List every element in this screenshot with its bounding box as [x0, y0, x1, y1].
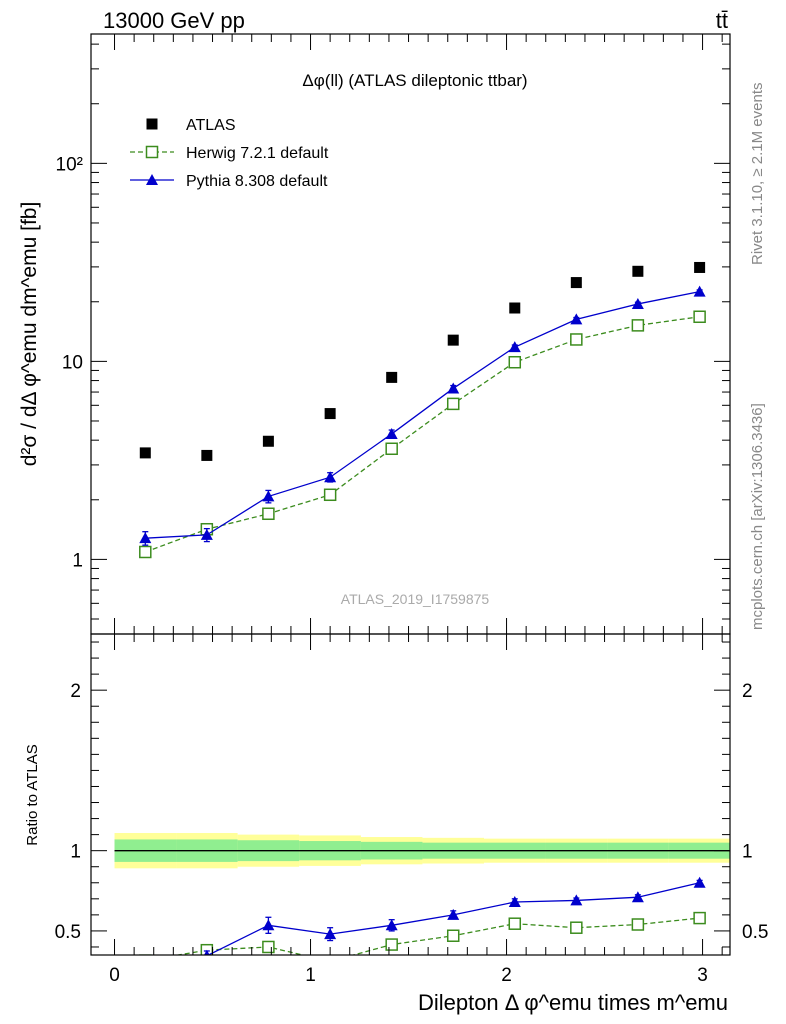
main-plot-content — [139, 261, 706, 559]
herwig-ratio-point — [693, 911, 706, 925]
legend-label: ATLAS — [186, 117, 236, 134]
ratio-panel: 0 1 2 3 0.5 0.5 1 1 2 2 Ratio to ATLAS Dilepton Δ… — [24, 633, 768, 1015]
ratio-y-axis-label: Ratio to ATLAS — [24, 744, 41, 845]
atlas-main-point — [386, 371, 398, 383]
ratio-y-tick-label-right: 2 — [742, 681, 753, 702]
ratio-frame — [90, 633, 731, 956]
ratio-y-tick-label-left: 0.5 — [55, 922, 81, 943]
pythia-main-point — [570, 313, 583, 325]
herwig-main-point — [323, 488, 337, 502]
mcplots-side-text: mcplots.cern.ch [arXiv:1306.3436] — [749, 403, 766, 630]
pythia-ratio-point — [262, 919, 275, 931]
main-panel: 1 10 10² Δφ(ll) (ATLAS dileptonic ttbar) A… — [18, 33, 731, 635]
pythia-ratio-point — [631, 891, 644, 903]
x-tick-label: 2 — [501, 965, 512, 986]
legend-label: Pythia 8.308 default — [186, 173, 328, 190]
herwig-main-line — [145, 316, 700, 553]
herwig-ratio-point — [508, 917, 522, 930]
ratio-axis-ticks: 0 1 2 3 0.5 0.5 1 1 2 2 — [55, 634, 768, 986]
analysis-watermark: ATLAS_2019_I1759875 — [341, 591, 490, 607]
legend-marker — [146, 174, 158, 185]
herwig-ratio-point — [570, 921, 583, 934]
ratio-y-tick-label-right: 1 — [742, 842, 753, 863]
legend-marker — [146, 118, 158, 130]
header-right-label: tt̄ — [716, 8, 728, 33]
atlas-main-point — [694, 261, 706, 273]
main-y-tick-label: 1 — [72, 550, 83, 571]
herwig-ratio-point — [385, 938, 398, 951]
herwig-ratio-point — [262, 940, 275, 954]
pythia-main-point — [262, 490, 275, 502]
pythia-main-line — [145, 290, 700, 539]
herwig-main-point — [631, 319, 645, 332]
legend-marker — [145, 145, 159, 159]
atlas-main-point — [447, 334, 459, 346]
pythia-ratio-point — [324, 928, 337, 940]
pythia-ratio-point — [385, 919, 398, 931]
herwig-main-point — [262, 507, 275, 521]
herwig-main-point — [693, 310, 706, 324]
herwig-ratio-point — [325, 956, 336, 967]
x-tick-label: 3 — [697, 965, 708, 986]
herwig-main-point — [508, 355, 522, 369]
pythia-main-point — [631, 297, 644, 309]
main-axis-ticks: 1 10 10² — [56, 34, 730, 634]
x-tick-label: 1 — [305, 965, 316, 986]
ratio-y-tick-label-right: 0.5 — [742, 922, 768, 943]
pythia-ratio-point — [204, 949, 210, 955]
atlas-main-point — [324, 408, 336, 420]
legend: ATLAS Herwig 7.2.1 default Pythia 8.308 de… — [130, 117, 329, 190]
pythia-main-point — [385, 427, 398, 439]
atlas-main-point — [570, 277, 582, 289]
herwig-ratio-point — [631, 918, 645, 931]
pythia-main-point — [508, 341, 521, 353]
herwig-main-point — [139, 545, 152, 559]
atlas-main-point — [139, 447, 151, 459]
rivet-side-text: Rivet 3.1.10, ≥ 2.1M events — [749, 83, 766, 266]
pythia-ratio-point — [693, 876, 706, 888]
atlas-main-point — [262, 435, 274, 447]
atlas-main-point — [509, 302, 521, 314]
pythia-main-point — [447, 382, 460, 394]
atlas-main-point — [632, 265, 644, 277]
herwig-main-point — [570, 333, 583, 346]
main-y-axis-label: d²σ / dΔ φ^emu dm^emu [fb] — [18, 202, 41, 467]
pythia-main-point — [139, 532, 152, 544]
pythia-ratio-point — [139, 965, 151, 976]
plot-title: Δφ(ll) (ATLAS dileptonic ttbar) — [302, 71, 527, 90]
legend-label: Herwig 7.2.1 default — [186, 145, 329, 162]
header-left-label: 13000 GeV pp — [103, 8, 245, 33]
pythia-ratio-point — [508, 896, 521, 908]
pythia-main-point — [693, 285, 706, 297]
x-axis-label: Dilepton Δ φ^emu times m^emu — [418, 990, 728, 1015]
pythia-ratio-point — [570, 894, 583, 906]
ratio-y-tick-label-left: 2 — [70, 681, 81, 702]
x-tick-label: 0 — [109, 965, 120, 986]
pythia-ratio-line — [206, 882, 700, 955]
herwig-ratio-point — [139, 954, 152, 955]
herwig-ratio-point — [446, 929, 460, 942]
herwig-ratio-line — [174, 917, 700, 955]
ratio-y-tick-label-left: 1 — [70, 842, 81, 863]
pythia-main-point — [200, 528, 213, 540]
herwig-main-point — [385, 442, 398, 456]
pythia-main-point — [324, 471, 337, 483]
main-y-tick-label: 10 — [62, 352, 83, 373]
herwig-main-point — [446, 397, 460, 411]
main-y-tick-label: 10² — [56, 154, 83, 175]
atlas-main-point — [201, 449, 213, 461]
pythia-ratio-point — [447, 908, 460, 920]
